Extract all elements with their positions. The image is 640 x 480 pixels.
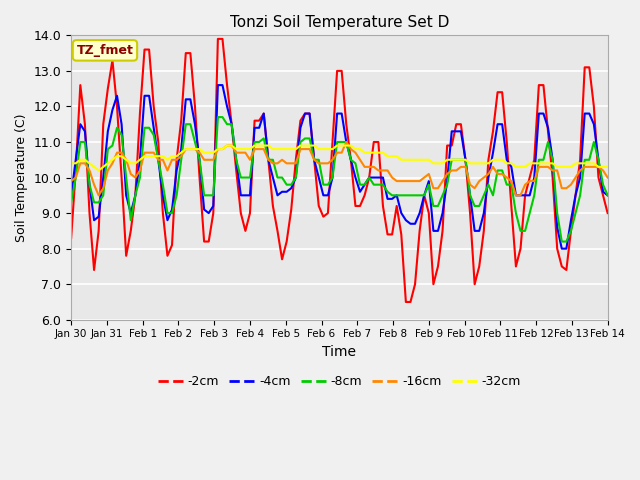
Text: TZ_fmet: TZ_fmet (77, 44, 133, 57)
X-axis label: Time: Time (323, 345, 356, 359)
Legend: -2cm, -4cm, -8cm, -16cm, -32cm: -2cm, -4cm, -8cm, -16cm, -32cm (153, 370, 526, 393)
Y-axis label: Soil Temperature (C): Soil Temperature (C) (15, 113, 28, 242)
Title: Tonzi Soil Temperature Set D: Tonzi Soil Temperature Set D (230, 15, 449, 30)
